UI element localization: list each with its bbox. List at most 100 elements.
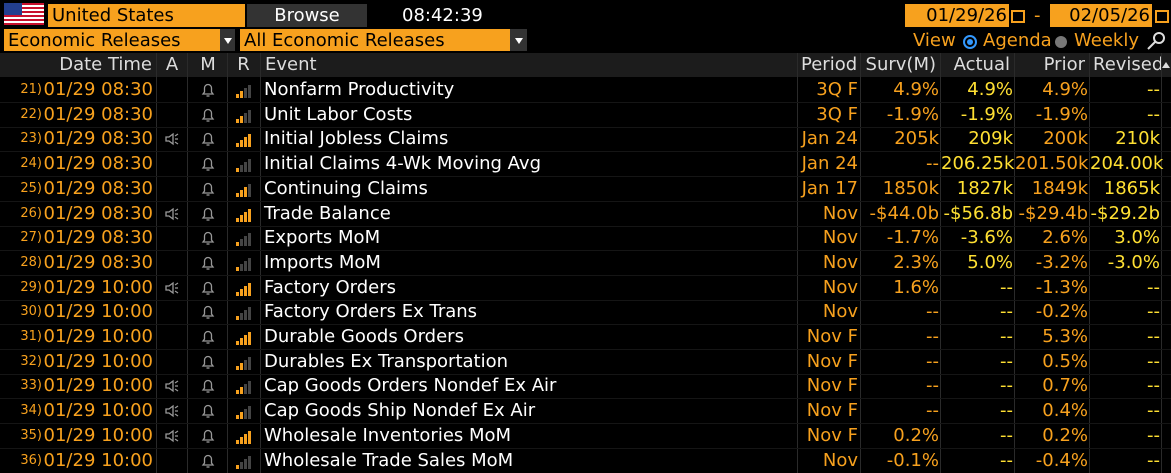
column-header[interactable]: M (200, 54, 216, 75)
event-name[interactable]: Unit Labor Costs (264, 103, 413, 125)
column-header[interactable]: Revised (1093, 54, 1164, 75)
relevance-bars (236, 257, 251, 271)
row-number[interactable]: 28) (20, 254, 42, 270)
event-name[interactable]: Exports MoM (264, 227, 381, 249)
value-prior: 0.2% (1042, 424, 1088, 446)
audio-icon (165, 404, 179, 418)
row-number[interactable]: 22) (20, 106, 42, 122)
release-time: 01/29 10:00 (43, 301, 153, 323)
row-number[interactable]: 29) (20, 279, 42, 295)
row-divider (0, 447, 1171, 449)
alert-bell (201, 157, 215, 171)
value-actual: -- (1000, 424, 1013, 446)
event-name[interactable]: Trade Balance (264, 202, 391, 224)
country-field[interactable]: United States (48, 4, 245, 27)
release-time: 01/29 08:30 (43, 153, 153, 175)
relevance-bars (236, 109, 251, 123)
release-time: 01/29 10:00 (43, 326, 153, 347)
value-prior: 1849k (1031, 177, 1088, 199)
event-name[interactable]: Initial Claims 4-Wk Moving Avg (264, 153, 542, 175)
column-header[interactable]: Period (801, 54, 858, 75)
dropdown-arrow (224, 38, 232, 44)
event-name[interactable]: Cap Goods Ship Nondef Ex Air (264, 400, 536, 422)
value-revised: -- (1147, 301, 1160, 323)
column-header[interactable]: A (165, 54, 179, 75)
value-revised: -- (1147, 350, 1160, 372)
release-time: 01/29 10:00 (43, 424, 153, 446)
event-name[interactable]: Nonfarm Productivity (264, 79, 455, 100)
row-number[interactable]: 25) (20, 180, 42, 196)
start-date[interactable]: 01/29/26 (905, 4, 1009, 27)
column-divider (1161, 53, 1162, 473)
row-number[interactable]: 27) (20, 230, 42, 246)
column-header[interactable]: R (237, 54, 250, 75)
event-name[interactable]: Wholesale Inventories MoM (264, 424, 512, 446)
row-number[interactable]: 23) (20, 131, 42, 147)
release-time: 01/29 08:30 (43, 128, 153, 150)
browse-button[interactable]: Browse (247, 4, 367, 27)
radio-button (1055, 36, 1067, 48)
event-name[interactable]: Durable Goods Orders (264, 326, 464, 347)
column-header[interactable]: Surv(M) (865, 54, 936, 75)
header-row (0, 53, 1171, 77)
value-prior: -3.2% (1035, 251, 1088, 273)
value-revised: -- (1147, 326, 1160, 347)
event-name[interactable]: Durables Ex Transportation (264, 350, 509, 372)
value-revised: -$29.2b (1090, 202, 1160, 224)
view-option[interactable]: Weekly (1074, 30, 1139, 51)
alert-bell (201, 207, 215, 221)
relevance-bars (236, 381, 251, 395)
column-divider (1089, 53, 1090, 473)
column-divider (156, 53, 157, 473)
end-date[interactable]: 02/05/26 (1050, 4, 1152, 27)
value-revised: -- (1147, 276, 1160, 298)
release-time: 01/29 08:30 (43, 103, 153, 125)
value-actual: -$56.8b (943, 202, 1013, 224)
relevance-bars (236, 406, 251, 420)
event-name[interactable]: Factory Orders (264, 276, 397, 298)
event-name[interactable]: Initial Jobless Claims (264, 128, 449, 150)
value-surv: -- (926, 326, 939, 347)
row-number[interactable]: 21) (20, 82, 42, 97)
alert-bell (201, 404, 215, 418)
event-name[interactable]: Cap Goods Orders Nondef Ex Air (264, 375, 557, 397)
row-number[interactable]: 33) (20, 378, 42, 394)
value-revised: -- (1147, 424, 1160, 446)
category-dropdown[interactable]: Economic Releases (4, 29, 220, 51)
row-number[interactable]: 34) (20, 403, 42, 419)
value-actual: 5.0% (967, 251, 1013, 273)
event-name[interactable]: Wholesale Trade Sales MoM (264, 449, 514, 471)
view-option[interactable]: Agenda (983, 30, 1052, 51)
value-surv: -1.9% (886, 103, 939, 125)
row-divider (0, 250, 1171, 252)
value-prior: 2.6% (1042, 227, 1088, 249)
row-number[interactable]: 24) (20, 156, 42, 172)
event-name[interactable]: Continuing Claims (264, 177, 428, 199)
value-revised: 210k (1115, 128, 1160, 150)
row-number[interactable]: 35) (20, 427, 42, 443)
alert-bell (201, 306, 215, 319)
column-header[interactable]: Date Time (59, 54, 152, 75)
row-number[interactable]: 36) (20, 452, 42, 468)
value-actual: -- (1000, 449, 1013, 471)
event-name[interactable]: Imports MoM (264, 251, 381, 273)
calendar-icon (1155, 10, 1169, 23)
row-number[interactable]: 31) (20, 329, 42, 344)
period: Nov F (806, 350, 858, 372)
period: 3Q F (816, 103, 858, 125)
row-divider (0, 126, 1171, 128)
row-number[interactable]: 26) (20, 205, 42, 221)
column-header[interactable]: Event (265, 54, 317, 75)
filter-dropdown[interactable]: All Economic Releases (240, 29, 510, 51)
row-divider (0, 200, 1171, 202)
event-name[interactable]: Factory Orders Ex Trans (264, 301, 478, 323)
column-header[interactable]: Actual (953, 54, 1010, 75)
release-time: 01/29 10:00 (43, 276, 153, 298)
column-header[interactable]: Prior (1043, 54, 1085, 75)
relevance-bars (236, 134, 251, 148)
row-number[interactable]: 32) (20, 353, 42, 369)
row-number[interactable]: 30) (20, 304, 42, 320)
release-time: 01/29 10:00 (43, 375, 153, 397)
value-surv: 4.9% (893, 79, 939, 100)
